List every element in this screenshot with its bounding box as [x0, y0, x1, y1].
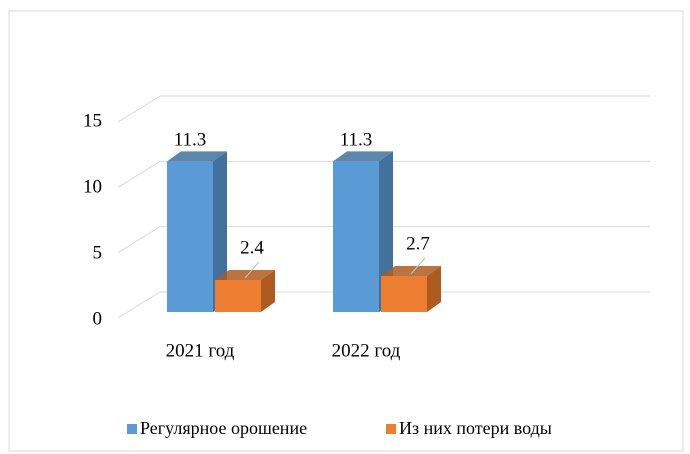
- bar-top: [333, 151, 393, 162]
- data-label: 2.4: [240, 237, 264, 258]
- grid-line-side: [117, 160, 161, 188]
- x-tick-label: 2022 год: [332, 340, 401, 361]
- data-label: 11.3: [340, 130, 373, 151]
- bar-top: [215, 270, 275, 280]
- bar: [215, 280, 261, 312]
- x-tick-label: 2021 год: [166, 340, 235, 361]
- data-label: 11.3: [174, 130, 207, 151]
- data-label: 2.7: [406, 233, 430, 254]
- y-tick-label: 5: [93, 242, 103, 263]
- bar-top: [381, 266, 441, 276]
- y-tick-label: 0: [93, 308, 103, 329]
- bar-side: [427, 266, 441, 312]
- leader-line: [410, 257, 426, 275]
- legend-swatch: [386, 424, 396, 434]
- legend-label: Регулярное орошение: [140, 418, 307, 438]
- bar: [381, 276, 427, 312]
- bar-side: [213, 151, 227, 312]
- y-tick-label: 15: [83, 110, 102, 131]
- bar: [333, 161, 379, 312]
- y-tick-label: 10: [83, 176, 102, 197]
- leader-line: [244, 261, 260, 279]
- legend-label: Из них потери воды: [399, 418, 552, 438]
- bar-top: [167, 151, 227, 162]
- grid-line-side: [117, 95, 161, 123]
- grid-line-side: [117, 291, 161, 319]
- bar-side: [261, 270, 275, 312]
- bar: [167, 161, 213, 312]
- legend-swatch: [127, 424, 137, 434]
- grid-line-side: [117, 226, 161, 254]
